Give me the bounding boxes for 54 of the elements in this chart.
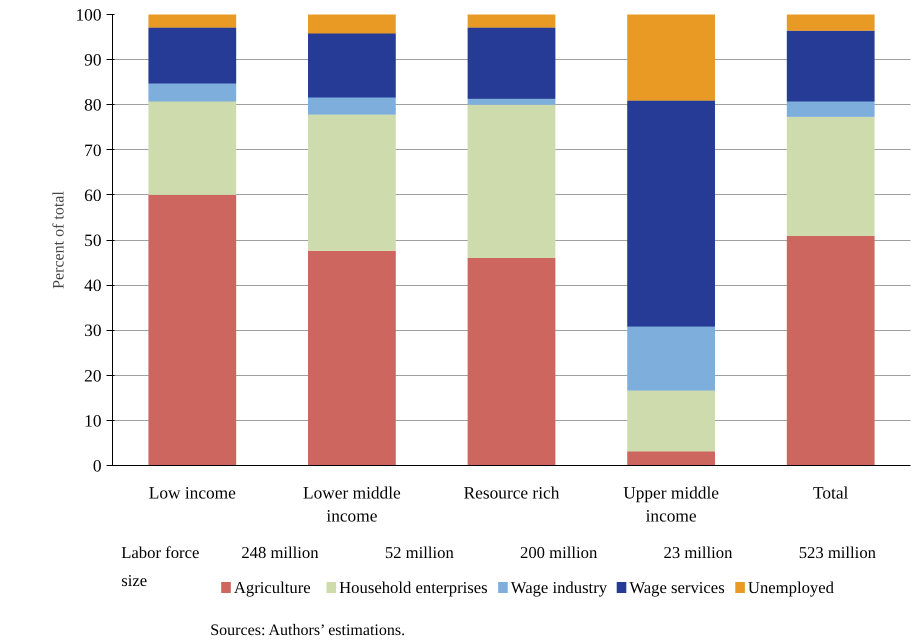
text: 248 million [241, 543, 320, 562]
y-tick-label: 10 [84, 411, 102, 430]
bar [468, 98, 556, 105]
y-tick-label: 50 [84, 231, 102, 250]
y-tick-label: 90 [84, 50, 102, 70]
text: 23 million [664, 543, 734, 562]
bar [468, 104, 556, 258]
bar [308, 114, 396, 251]
text: 52 million [384, 543, 454, 562]
y-tick-label: 20 [84, 366, 102, 386]
text: Labor force size [121, 543, 200, 590]
y-tick-label: 70 [84, 140, 102, 160]
bar [468, 258, 556, 466]
bar [308, 97, 396, 115]
bar [308, 14, 396, 34]
bar [627, 390, 715, 452]
bar [468, 28, 556, 99]
source-note: Sources: Authors’ estimations. [210, 622, 406, 639]
text: 523 million [798, 543, 877, 562]
bar [308, 250, 396, 466]
bar [308, 33, 396, 98]
bar [148, 14, 236, 28]
y-tick-label: 60 [84, 186, 102, 205]
x-tick-label: Total [813, 484, 849, 502]
legend-label: Wage industry [510, 578, 608, 597]
y-axis-title: Percent of total [50, 190, 68, 289]
x-tick-label: Upper middle income [623, 484, 720, 526]
bar [468, 14, 556, 28]
bar [786, 236, 875, 466]
text: 200 million [520, 543, 598, 562]
y-tick-label: 80 [84, 96, 102, 115]
legend-label: Wage services [629, 578, 725, 597]
y-tick-label: 40 [84, 276, 102, 296]
bar [786, 30, 875, 102]
y-tick-label: 30 [84, 321, 102, 340]
legend-label: Household enterprises [339, 578, 488, 597]
bar [786, 116, 875, 236]
bar [148, 102, 236, 195]
legend-label: Unemployed [748, 578, 835, 597]
y-tick-label: 0 [92, 456, 102, 476]
x-tick-label: Lower middle income [303, 484, 402, 526]
bar [627, 326, 715, 391]
bar [627, 452, 715, 466]
bar [627, 100, 715, 327]
bar [148, 28, 236, 84]
bar [627, 14, 715, 101]
y-tick-label: 100 [76, 6, 102, 24]
bar [148, 84, 236, 102]
bar [786, 102, 875, 117]
x-tick-label: Low income [148, 484, 236, 502]
x-tick-label: Resource rich [464, 484, 560, 502]
legend-label: Agriculture [234, 578, 311, 597]
bar [786, 14, 875, 31]
bar [148, 194, 236, 466]
